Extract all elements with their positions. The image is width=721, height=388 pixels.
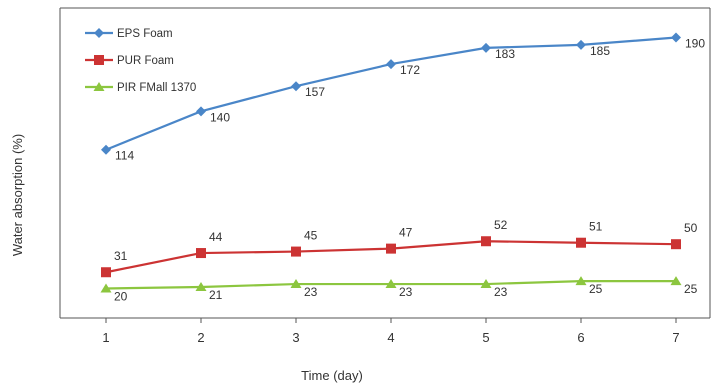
data-point bbox=[576, 39, 586, 50]
x-tick-label: 4 bbox=[387, 330, 394, 345]
data-label: 114 bbox=[115, 149, 134, 163]
legend: EPS Foam PUR Foam PIR FMall 1370 bbox=[85, 28, 196, 94]
x-tick-label: 2 bbox=[197, 330, 204, 345]
data-label: 183 bbox=[495, 47, 515, 61]
data-label: 157 bbox=[305, 85, 325, 99]
x-tick-label: 7 bbox=[672, 330, 679, 345]
data-point bbox=[385, 279, 397, 289]
data-label: 51 bbox=[589, 220, 603, 234]
data-label: 21 bbox=[209, 288, 223, 302]
data-point bbox=[386, 59, 396, 70]
data-point bbox=[100, 283, 112, 293]
legend-item-3: PIR FMall 1370 bbox=[85, 82, 196, 94]
data-label: 52 bbox=[494, 218, 508, 232]
data-label: 185 bbox=[590, 44, 610, 58]
data-point bbox=[195, 282, 207, 291]
x-tick-label: 5 bbox=[482, 330, 489, 345]
data-label: 50 bbox=[684, 221, 698, 235]
series-1: 114 140 157 172 183 185 190 bbox=[101, 32, 705, 163]
data-point bbox=[481, 236, 491, 247]
data-point bbox=[291, 246, 301, 257]
data-point bbox=[671, 32, 681, 43]
data-label: 140 bbox=[210, 110, 230, 124]
data-label: 190 bbox=[685, 37, 705, 51]
legend-swatch-marker bbox=[93, 82, 105, 91]
data-point bbox=[481, 42, 491, 53]
data-label: 25 bbox=[684, 282, 698, 296]
data-point bbox=[196, 248, 206, 259]
data-point bbox=[101, 144, 111, 155]
data-label: 31 bbox=[114, 249, 128, 263]
legend-label: PIR FMall 1370 bbox=[117, 82, 196, 94]
data-label: 23 bbox=[494, 285, 508, 299]
data-label: 25 bbox=[589, 282, 603, 296]
legend-label: PUR Foam bbox=[117, 55, 174, 67]
data-point bbox=[386, 243, 396, 254]
data-label: 44 bbox=[209, 230, 223, 244]
data-label: 23 bbox=[304, 285, 318, 299]
data-point bbox=[101, 267, 111, 278]
data-point bbox=[291, 81, 301, 92]
data-point bbox=[290, 279, 302, 289]
legend-item-2: PUR Foam bbox=[85, 55, 174, 67]
data-point bbox=[196, 106, 206, 117]
legend-item-1: EPS Foam bbox=[85, 28, 173, 40]
x-axis-label: Time (day) bbox=[301, 368, 363, 383]
y-axis-label: Water absorption (%) bbox=[10, 134, 25, 256]
data-label: 23 bbox=[399, 285, 413, 299]
legend-swatch-marker bbox=[94, 55, 104, 65]
series-2: 31 44 45 47 52 51 50 bbox=[101, 218, 698, 278]
data-label: 172 bbox=[400, 63, 420, 77]
legend-label: EPS Foam bbox=[117, 28, 173, 40]
x-tick-label: 3 bbox=[292, 330, 299, 345]
x-tick-label: 6 bbox=[577, 330, 584, 345]
data-point bbox=[575, 276, 587, 286]
series-3: 20 21 23 23 23 25 25 bbox=[100, 276, 698, 303]
data-point bbox=[480, 279, 492, 289]
data-point bbox=[670, 276, 682, 286]
data-label: 45 bbox=[304, 229, 318, 243]
data-point bbox=[576, 237, 586, 248]
x-tick-label: 1 bbox=[102, 330, 109, 345]
data-point bbox=[671, 239, 681, 250]
data-label: 20 bbox=[114, 289, 128, 303]
legend-swatch-marker bbox=[94, 28, 104, 38]
data-label: 47 bbox=[399, 226, 413, 240]
